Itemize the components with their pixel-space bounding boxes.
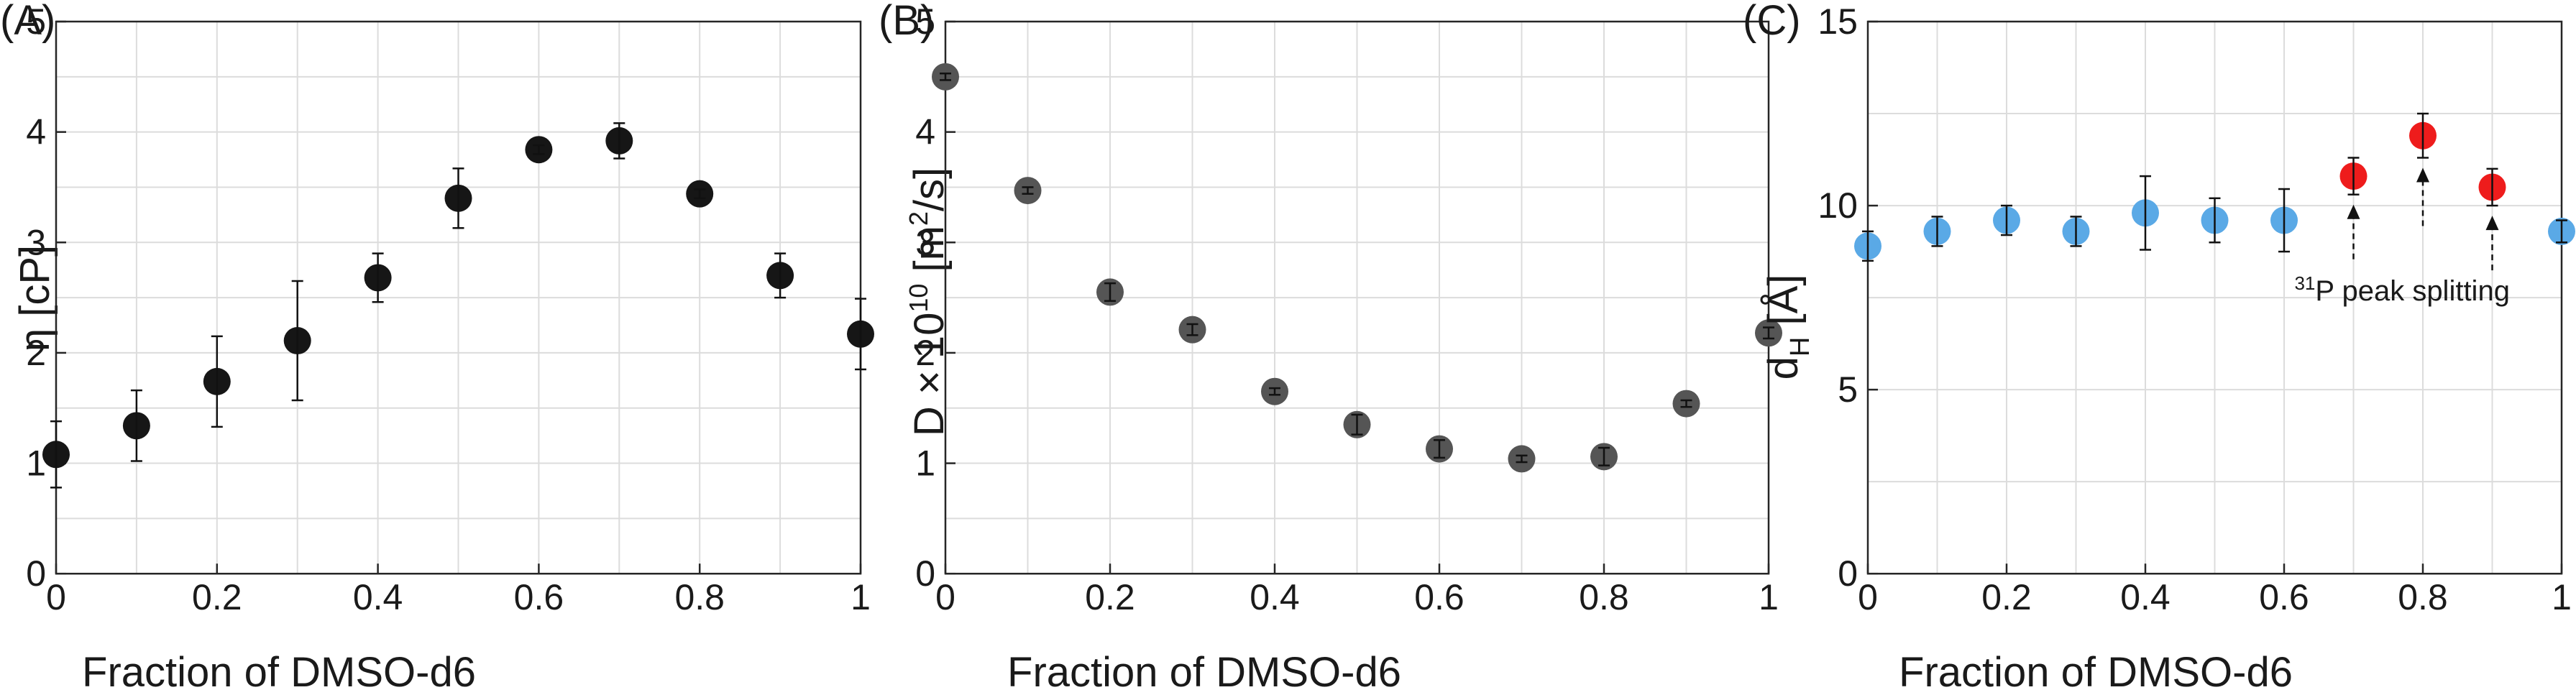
panel-c-ylabel: dH [Å]	[1760, 275, 1815, 380]
plot-frame	[1866, 20, 2563, 575]
y-tick-label: 10	[1818, 185, 1858, 226]
panel-c: (C) dH [Å] Fraction of DMSO-d6 0 0.2 0.4 0.…	[1743, 0, 2575, 695]
x-tick-label: 0	[46, 577, 66, 617]
arrow-head	[2416, 167, 2429, 183]
x-tick-label: 0.6	[1414, 577, 1465, 617]
x-tick-label: 0	[1858, 577, 1878, 617]
series-0	[932, 63, 1782, 473]
panel-a-label: (A)	[0, 0, 55, 44]
y-tick-label: 5	[26, 1, 46, 42]
x-tick-label: 0.4	[1250, 577, 1300, 617]
y-tick-label: 4	[26, 112, 46, 152]
x-tick-label: 0.8	[674, 577, 725, 617]
x-tick-label: 0.6	[514, 577, 564, 617]
x-tick-label: 0.4	[353, 577, 403, 617]
plot-frame	[944, 20, 1770, 575]
panel-b: (B) D × 1010 [m2/s] Fraction of DMSO-d6 …	[879, 0, 1782, 695]
panel-a-ylabel: η [cP]	[12, 245, 58, 351]
y-tick-label: 4	[915, 112, 935, 152]
panel-c-label: (C)	[1743, 0, 1801, 44]
axes: 0 0.2 0.4 0.6 0.8 1 0 1 2 3 4 5	[26, 1, 871, 617]
y-tick-label: 15	[1818, 1, 1858, 42]
x-tick-label: 0	[935, 577, 955, 617]
y-tick-label: 1	[26, 443, 46, 484]
peak-splitting-annotation: 31P peak splitting	[2294, 167, 2510, 307]
peak-splitting-label: 31P peak splitting	[2294, 272, 2509, 307]
y-tick-label: 1	[915, 443, 935, 484]
splitting-arrow	[2485, 216, 2499, 271]
arrow-head	[2347, 204, 2360, 219]
series-1	[2339, 112, 2506, 207]
panel-b-plot: 0 0.2 0.4 0.6 0.8 1 0 1 2 3 4 5	[915, 1, 1782, 617]
x-tick-label: 1	[1759, 577, 1779, 617]
x-tick-label: 1	[851, 577, 871, 617]
grid	[55, 21, 861, 575]
x-tick-label: 0.8	[1579, 577, 1629, 617]
x-tick-label: 0.2	[192, 577, 242, 617]
y-tick-label: 5	[915, 1, 935, 42]
splitting-arrow	[2347, 204, 2360, 259]
x-tick-label: 0.2	[1085, 577, 1135, 617]
axes: 0 0.2 0.4 0.6 0.8 1 0 1 2 3 4 5	[915, 1, 1779, 617]
panel-a-xlabel: Fraction of DMSO-d6	[82, 649, 476, 695]
series-0	[42, 122, 874, 489]
series-0	[1854, 175, 2575, 262]
y-tick-label: 0	[26, 553, 46, 594]
y-tick-label: 0	[1838, 553, 1858, 594]
y-tick-label: 3	[915, 222, 935, 262]
grid	[945, 21, 1769, 575]
x-tick-label: 0.4	[2120, 577, 2171, 617]
x-tick-label: 0.8	[2398, 577, 2448, 617]
arrow-head	[2485, 216, 2499, 231]
panel-c-xlabel: Fraction of DMSO-d6	[1899, 649, 2293, 695]
y-tick-label: 5	[1838, 369, 1858, 410]
y-tick-label: 3	[26, 222, 46, 262]
x-tick-label: 1	[2552, 577, 2572, 617]
y-tick-label: 2	[26, 333, 46, 373]
panel-a-plot: 0 0.2 0.4 0.6 0.8 1 0 1 2 3 4 5	[26, 1, 874, 617]
x-tick-label: 0.2	[1981, 577, 2032, 617]
x-tick-label: 0.6	[2259, 577, 2309, 617]
plot-frame	[55, 20, 862, 575]
panel-a: (A) η [cP] Fraction of DMSO-d6 0 0.2 0.4 0.…	[0, 0, 874, 695]
y-tick-label: 2	[915, 333, 935, 373]
splitting-arrow	[2416, 167, 2429, 226]
y-tick-label: 0	[915, 553, 935, 594]
panel-b-label: (B)	[879, 0, 934, 44]
panel-b-xlabel: Fraction of DMSO-d6	[1007, 649, 1401, 695]
